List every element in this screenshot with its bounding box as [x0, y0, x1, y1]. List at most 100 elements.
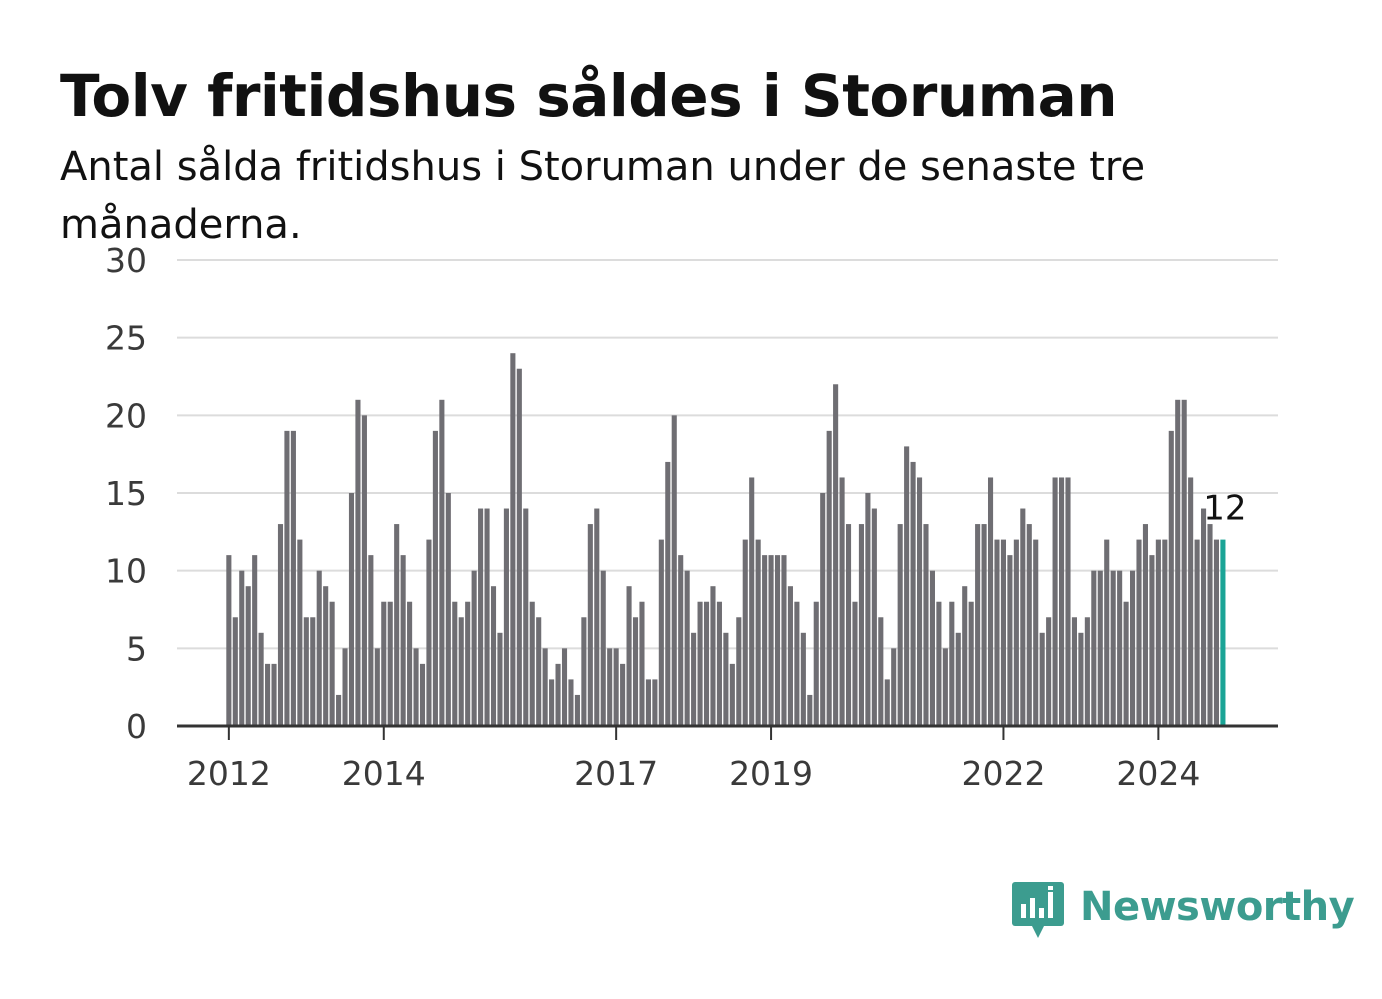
y-tick-label: 5 — [126, 629, 147, 668]
bar — [820, 493, 826, 726]
bar — [749, 477, 755, 726]
bar — [471, 570, 477, 726]
bar — [858, 524, 864, 726]
bar — [290, 430, 296, 726]
bar — [897, 524, 903, 726]
bar — [871, 508, 877, 726]
chart-subtitle: Antal sålda fritidshus i Storuman under … — [60, 144, 1146, 248]
bar — [368, 555, 374, 726]
bar — [426, 539, 432, 726]
bar — [710, 586, 716, 726]
bar — [736, 617, 742, 726]
bar — [284, 430, 290, 726]
bar — [252, 555, 258, 726]
bar — [323, 586, 329, 726]
bar — [826, 430, 832, 726]
chart-title: Tolv fritidshus såldes i Storuman — [60, 62, 1118, 130]
bar — [904, 446, 910, 726]
bar — [581, 617, 587, 726]
y-tick-label: 25 — [105, 319, 147, 358]
bar — [1013, 539, 1019, 726]
bar — [807, 694, 813, 726]
bar — [348, 493, 355, 726]
y-tick-label: 0 — [126, 707, 147, 746]
bar — [794, 601, 800, 726]
bar — [419, 663, 426, 726]
bar — [781, 555, 787, 726]
bar — [1020, 508, 1026, 726]
bar — [297, 539, 303, 726]
bars: 12 — [226, 353, 1247, 726]
bar — [929, 570, 935, 726]
bar — [232, 617, 238, 726]
bar — [768, 555, 774, 726]
bar — [910, 461, 916, 726]
bar — [555, 663, 561, 726]
bar — [652, 679, 658, 726]
y-tick-label: 30 — [105, 241, 147, 280]
bar — [975, 524, 981, 726]
bar — [962, 586, 968, 726]
bar — [1130, 570, 1136, 726]
bar — [510, 353, 516, 726]
bar — [845, 524, 852, 726]
bar — [342, 648, 348, 726]
bar — [697, 601, 703, 726]
bar — [884, 679, 890, 726]
bar — [1194, 539, 1200, 726]
bar-highlight — [1220, 539, 1226, 726]
bar — [458, 617, 464, 726]
bar — [833, 384, 839, 726]
bar — [852, 601, 858, 726]
bar — [1059, 477, 1065, 726]
bar — [316, 570, 322, 726]
bar — [1046, 617, 1052, 726]
bar — [949, 601, 955, 726]
newsworthy-logo-icon — [1012, 882, 1064, 938]
bar — [639, 601, 645, 726]
bar — [310, 617, 316, 726]
highlight-value-label: 12 — [1203, 489, 1246, 529]
bar — [994, 539, 1000, 726]
bar — [497, 632, 503, 726]
bar — [787, 586, 793, 726]
bar — [484, 508, 490, 726]
bar — [774, 555, 781, 726]
bar — [568, 679, 574, 726]
bar — [329, 601, 335, 726]
bar — [1201, 508, 1207, 726]
axes: 2012 2014 2017 2019 2022 2024 — [177, 724, 1278, 793]
bar — [942, 648, 948, 726]
bar — [516, 368, 522, 726]
bar — [271, 663, 277, 726]
bar — [1136, 539, 1142, 726]
bar — [381, 601, 387, 726]
x-tick-label: 2022 — [961, 754, 1045, 793]
bar — [374, 648, 380, 726]
bar — [839, 477, 845, 726]
bar — [561, 648, 568, 726]
bar — [490, 586, 497, 726]
bar — [1052, 477, 1058, 726]
bar — [1181, 399, 1187, 726]
bar — [245, 586, 251, 726]
bar — [955, 632, 961, 726]
bar — [1084, 617, 1090, 726]
bar — [1033, 539, 1039, 726]
bar — [981, 524, 987, 726]
bar — [439, 399, 445, 726]
bar — [1110, 570, 1116, 726]
bar — [1000, 539, 1006, 726]
bar — [716, 601, 722, 726]
bar — [1162, 539, 1168, 726]
bar — [1175, 399, 1181, 726]
bar — [542, 648, 548, 726]
bar — [355, 399, 361, 726]
bar — [277, 524, 284, 726]
bar — [1207, 524, 1213, 726]
bar — [607, 648, 613, 726]
bar — [549, 679, 555, 726]
bar — [1071, 617, 1077, 726]
bar — [387, 601, 393, 726]
